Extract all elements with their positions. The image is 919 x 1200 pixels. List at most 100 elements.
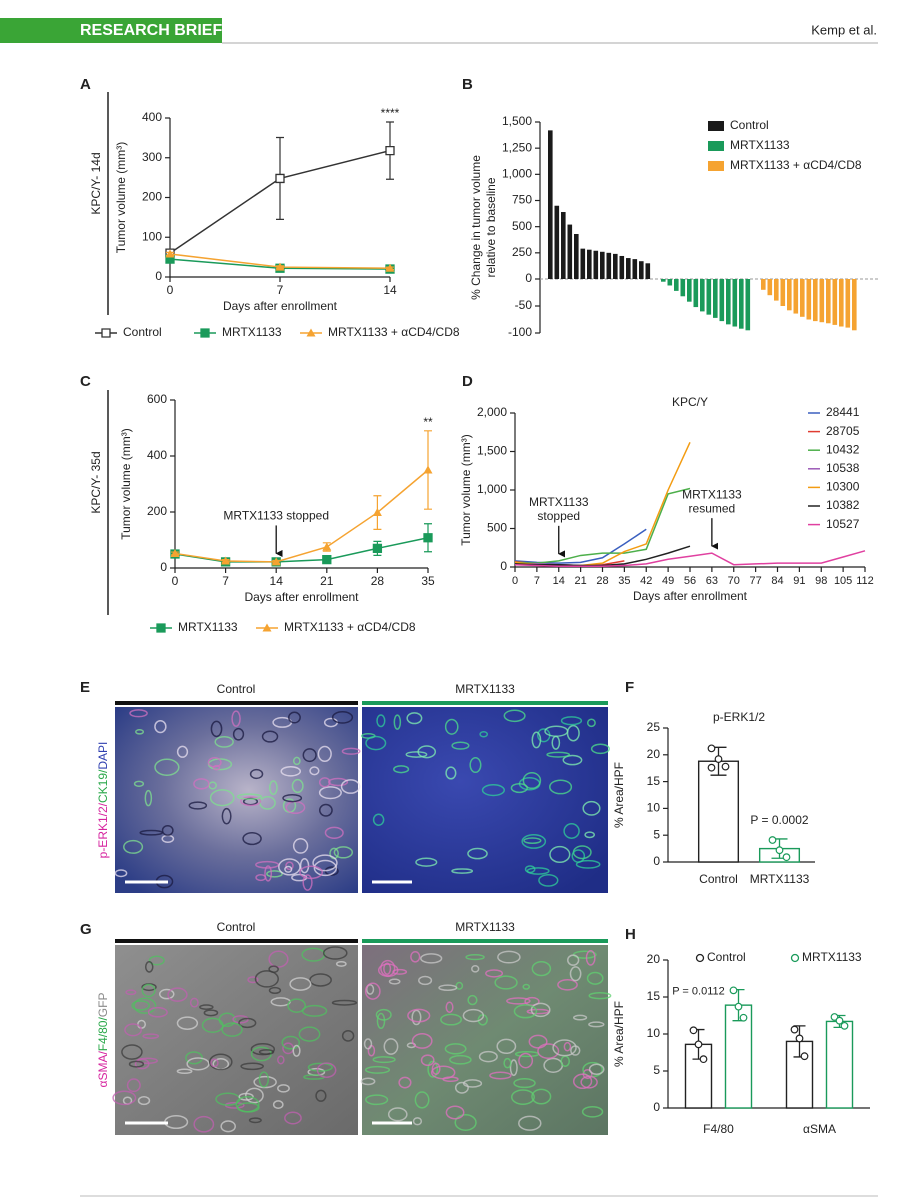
legend-marker [790,953,800,963]
texture-blob [503,1057,512,1069]
y-tick-label: 500 [487,521,507,535]
texture-blob [114,869,128,878]
texture-blob [387,1107,408,1122]
bar [645,263,651,279]
texture-blob [530,1002,551,1018]
texture-blob [331,711,354,724]
header-label: RESEARCH BRIEF [80,22,222,39]
texture-blob [312,854,338,872]
texture-blob [588,1063,605,1076]
bar [706,279,712,315]
panel-letter: A [80,76,91,93]
texture-blob [124,1023,142,1037]
texture-blob [549,845,571,864]
texture-blob [144,961,154,973]
y-tick-label: 1,000 [477,482,507,496]
texture-blob [235,1095,260,1113]
texture-blob [121,1044,143,1060]
header-bar [0,18,222,43]
bar [780,279,786,306]
x-tick-label: 112 [856,575,874,587]
legend-label: MRTX1133 [222,325,282,339]
x-tick-label: αSMA [803,1122,836,1136]
side-label: KPC/Y- 14d [89,152,103,214]
texture-blob [563,823,580,839]
bar [745,279,751,331]
texture-blob [575,859,601,869]
y-tick-label: 0 [653,1100,660,1114]
texture-blob [158,988,175,1000]
texture-blob [406,712,423,725]
legend-label: 10300 [826,480,860,494]
texture-blob [284,1111,302,1125]
bar [700,279,705,312]
texture-blob [331,999,358,1006]
texture-blob [412,1117,423,1126]
x-tick-label: 63 [706,575,718,587]
x-tick-label: 14 [383,283,397,297]
stain-part: F4/80/ [96,1017,110,1052]
bar [606,252,612,279]
texture-blob [144,789,153,807]
y-axis-label: % Area/HPF [612,762,626,828]
marker [271,557,281,566]
bar [800,279,805,317]
texture-blob [238,1017,257,1029]
header-author: Kemp et al. [811,22,877,37]
texture-blob [445,766,457,780]
y-tick-label: 250 [512,245,532,259]
texture-blob [123,839,144,854]
texture-blob [210,1058,219,1068]
y-tick-label: 750 [512,193,532,207]
texture-blob [193,1115,215,1133]
y-axis-label: % Area/HPF [612,1001,626,1067]
texture-blob [365,735,387,751]
marker [306,328,316,337]
texture-blob [469,756,482,774]
texture-blob [518,1115,542,1131]
bar [667,279,673,286]
texture-blob [376,1012,386,1030]
data-point [721,762,730,771]
texture-blob [586,971,604,985]
texture-blob [538,874,559,887]
bar [806,279,812,320]
texture-blob [462,1008,485,1023]
texture-blob [494,975,518,990]
texture-blob [176,1016,199,1030]
texture-blob [264,865,273,882]
texture-blob [125,989,137,996]
texture-blob [513,1078,536,1089]
y-axis-label: Tumor volume (mm³) [114,142,128,254]
y-axis-label: relative to baseline [484,177,498,277]
texture-blob [531,731,542,749]
texture-blob [272,1100,284,1109]
bar [693,279,699,308]
texture-blob [398,1076,412,1089]
texture-blob [199,1004,214,1010]
y-tick-label: 500 [512,219,532,233]
group-bar [115,939,358,943]
legend-label: 10527 [826,517,860,531]
texture-blob [301,1004,328,1017]
texture-blob [161,824,174,836]
bar [574,233,579,279]
y-tick-label: 0 [653,854,660,868]
data-point [689,1026,698,1035]
annotation: MRTX1133 [529,495,589,509]
texture-blob [563,1041,572,1052]
x-tick-label: 105 [834,575,852,587]
texture-blob [278,858,301,876]
texture-blob [522,771,542,790]
y-tick-label: 15 [647,774,661,788]
texture-blob [405,751,428,758]
group-bar [115,701,358,705]
panel-e: E Control MRTX1133 p-ERK1/2/CK19/DAPI [80,679,610,893]
texture-blob [335,960,347,967]
marker [275,262,285,271]
panel-letter: D [462,373,473,390]
texture-blob [375,1008,392,1021]
data-point [835,1016,844,1025]
texture-blob [444,1043,467,1055]
y-tick-label: 300 [142,150,162,164]
